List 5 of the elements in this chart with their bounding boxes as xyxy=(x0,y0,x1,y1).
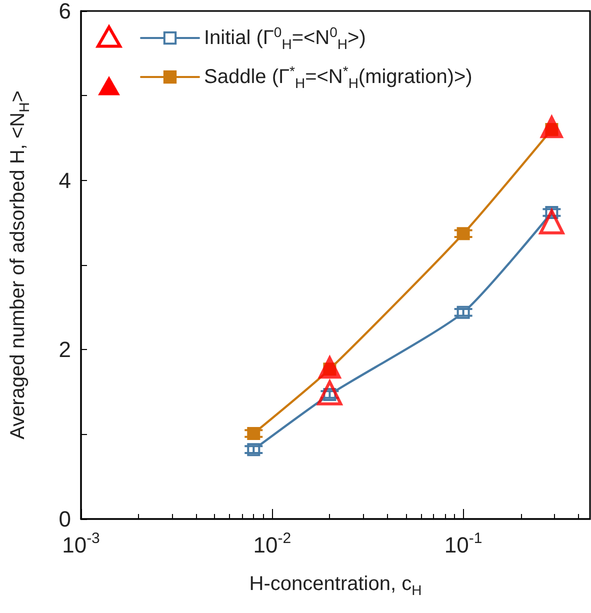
y-tick-label: 6 xyxy=(58,0,71,24)
y-tick-label: 4 xyxy=(58,168,71,193)
y-tick-label: 2 xyxy=(58,337,71,362)
y-tick-label: 0 xyxy=(58,506,71,532)
y-axis-title: Averaged number of adsorbed H, <NH> xyxy=(7,90,32,440)
